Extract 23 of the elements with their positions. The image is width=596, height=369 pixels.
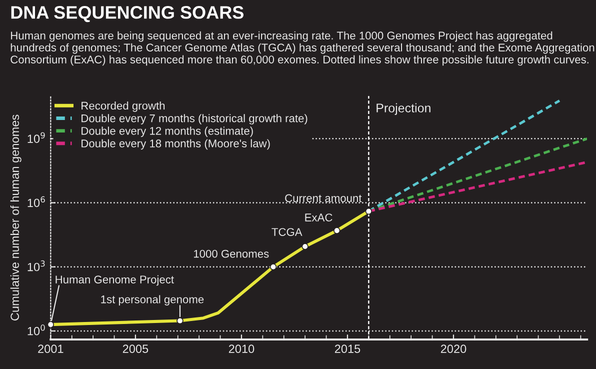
y-tick-label: 10$^{0}$ — [28, 324, 45, 336]
ref-line-label: Projection — [376, 103, 430, 115]
annotation: Current amount — [285, 194, 362, 202]
annotation: Human Genome Project — [56, 275, 174, 286]
legend-label: Double every 7 months (historical growth rate) — [82, 114, 308, 124]
legend-label: Double every 18 months (Moore's law) — [82, 139, 270, 150]
legend-label: Recorded growth — [82, 101, 165, 112]
annotation: TCGA — [272, 228, 302, 236]
x-tick-label: 2001 — [38, 344, 64, 354]
chart-subtitle: Human genomes are being sequenced at an ever-increasing rate. The 1000 Genomes Project has aggregated hundreds of genomes; The Cancer Genome Atlas (TGCA) has gathered several thousand; and the Exome Aggregation Consortium (ExAC) has sequenced more than 60,000 exomes. Dotted lines show three possible future growth curves. — [10, 31, 594, 66]
annotation: 1st personal genome — [101, 295, 204, 306]
chart-title: DNA SEQUENCING SOARS — [11, 6, 244, 22]
y-tick-label: 10$^{6}$ — [28, 196, 45, 208]
y-axis-title: Cumulative number of human genomes — [10, 114, 22, 320]
y-tick-label: 10$^{3}$ — [28, 260, 45, 272]
legend-label: Double every 12 months (estimate) — [82, 126, 253, 138]
x-tick-label: 2010 — [228, 344, 254, 354]
x-tick-label: 2005 — [122, 344, 148, 354]
annotation: 1000 Genomes — [194, 250, 269, 258]
y-tick-label: 10$^{9}$ — [28, 132, 45, 143]
x-tick-label: 2015 — [334, 344, 360, 354]
x-tick-label: 2020 — [440, 344, 466, 354]
annotation: ExAC — [305, 214, 332, 222]
